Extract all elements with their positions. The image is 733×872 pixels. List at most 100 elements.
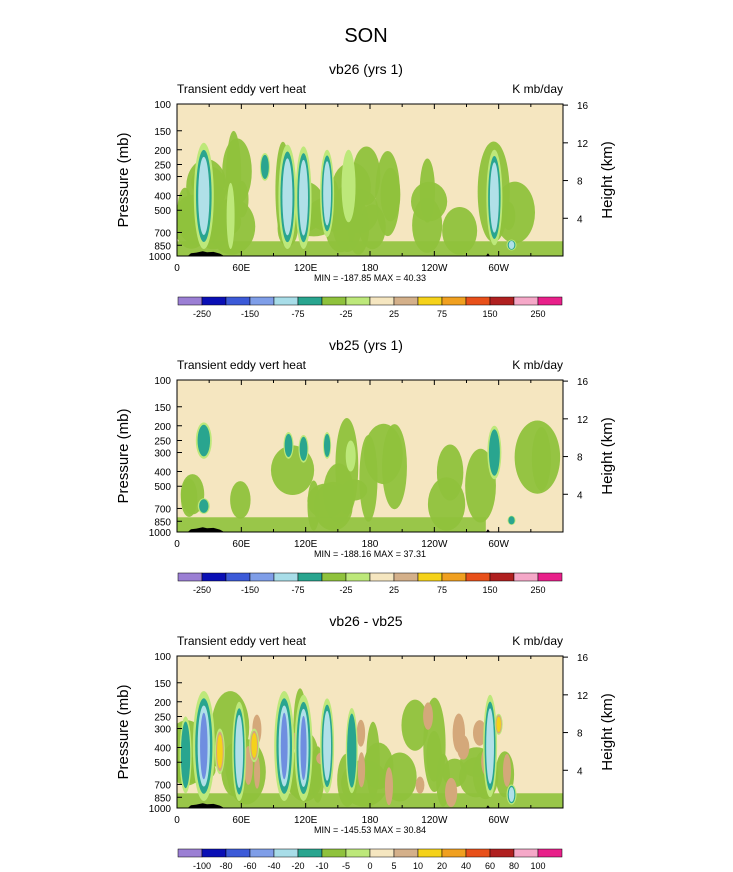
contour-fill-tan — [445, 777, 458, 808]
contour-fill-level-2 — [180, 721, 191, 789]
y-tick-label: 200 — [154, 422, 171, 433]
x-tick-label: 120E — [294, 263, 318, 274]
colorbar-label: -20 — [291, 861, 304, 871]
x-tick-label: 60E — [232, 539, 250, 550]
colorbar-label: 0 — [367, 861, 372, 871]
x-tick-label: 120W — [421, 263, 448, 274]
colorbar-label: 5 — [391, 861, 396, 871]
contour-fill-green — [359, 434, 378, 522]
contour-fill-green — [230, 481, 251, 519]
colorbar-swatch — [441, 296, 467, 306]
colorbar-label: -5 — [342, 861, 350, 871]
colorbar-swatch — [273, 572, 299, 582]
colorbar-swatch — [297, 848, 323, 858]
contour-fill-level-5 — [497, 719, 500, 730]
contour-fill-level-3 — [508, 241, 515, 250]
contour-fill-level-3 — [323, 161, 332, 226]
x-tick-label: 180 — [362, 815, 379, 826]
contour-fill-level-4 — [300, 715, 307, 781]
contour-fill-level-1 — [341, 149, 356, 223]
contour-fill-level-4 — [200, 712, 208, 780]
colorbar-label: 250 — [530, 309, 545, 319]
topography — [485, 805, 491, 808]
colorbar-label: 20 — [437, 861, 447, 871]
y-right-tick-label: 16 — [577, 101, 589, 112]
y-tick-label: 200 — [154, 146, 171, 157]
colorbar-label: -150 — [241, 585, 259, 595]
colorbar-swatch — [201, 572, 227, 582]
contour-fill-level-2 — [197, 424, 211, 457]
colorbar-label: -40 — [267, 861, 280, 871]
y-right-tick-label: 8 — [577, 729, 583, 740]
y-tick-label: 400 — [154, 192, 171, 203]
x-tick-label: 180 — [362, 539, 379, 550]
topography — [485, 253, 491, 256]
contour-fill-tan — [503, 753, 511, 787]
colorbar-swatch — [321, 296, 347, 306]
contour-fill-tan — [423, 702, 433, 730]
colorbar-swatch — [465, 572, 491, 582]
colorbar-swatch — [297, 572, 323, 582]
y-tick-label: 250 — [154, 712, 171, 723]
contour-fill-level-3 — [235, 714, 244, 788]
colorbar-swatch — [177, 848, 203, 858]
colorbar-label: -10 — [315, 861, 328, 871]
colorbar-swatch — [513, 848, 539, 858]
colorbar-swatch — [489, 572, 515, 582]
colorbar-swatch — [225, 296, 251, 306]
contour-fill-level-2 — [199, 499, 209, 513]
y-tick-label: 500 — [154, 758, 171, 769]
panel-left-label: Transient eddy vert heat — [177, 82, 307, 96]
y-tick-label: 100 — [154, 100, 171, 111]
x-tick-label: 120W — [421, 815, 448, 826]
contour-fill-tan — [356, 719, 366, 747]
colorbar-swatch — [321, 572, 347, 582]
contour-fill-level-3 — [489, 162, 499, 233]
y-tick-label: 200 — [154, 698, 171, 709]
colorbar-swatch — [369, 572, 395, 582]
y-tick-label: 100 — [154, 376, 171, 387]
y-right-tick-label: 12 — [577, 415, 589, 426]
colorbar-swatch — [273, 296, 299, 306]
colorbar-swatch — [537, 572, 563, 582]
colorbar-swatch — [489, 296, 515, 306]
panel-title: vb26 - vb25 — [329, 613, 402, 629]
stats-label: MIN = -145.53 MAX = 30.84 — [314, 825, 426, 835]
y-tick-label: 1000 — [149, 528, 172, 539]
x-tick-label: 0 — [174, 815, 180, 826]
contour-fill-level-2 — [488, 429, 500, 476]
y-right-axis-label: Height (km) — [599, 693, 616, 771]
colorbar-swatch — [369, 848, 395, 858]
colorbar-swatch — [249, 572, 275, 582]
colorbar-swatch — [537, 296, 563, 306]
x-tick-label: 0 — [174, 263, 180, 274]
y-tick-label: 700 — [154, 504, 171, 515]
stats-label: MIN = -187.85 MAX = 40.33 — [314, 273, 426, 283]
colorbar-label: 25 — [389, 309, 399, 319]
colorbar-swatch — [537, 848, 563, 858]
colorbar-swatch — [441, 572, 467, 582]
colorbar-label: -25 — [339, 309, 352, 319]
contour-fill-tan — [357, 752, 366, 788]
colorbar-swatch — [465, 296, 491, 306]
y-right-axis-label: Height (km) — [599, 417, 616, 495]
colorbar-label: 60 — [485, 861, 495, 871]
y-tick-label: 700 — [154, 228, 171, 239]
contour-fill-level-3 — [508, 787, 515, 802]
y-tick-label: 500 — [154, 206, 171, 217]
x-tick-label: 60W — [488, 263, 509, 274]
panel-right-label: K mb/day — [512, 634, 563, 648]
y-right-tick-label: 16 — [577, 377, 589, 388]
contour-fill-green — [401, 699, 429, 751]
contour-fill-level-2 — [347, 713, 357, 788]
panel-difference: vb26 - vb25 Transient eddy vert heat K mb/… — [115, 613, 616, 871]
plot-area — [177, 380, 563, 532]
x-tick-label: 60W — [488, 815, 509, 826]
colorbar-label: 100 — [530, 861, 545, 871]
y-right-tick-label: 12 — [577, 691, 589, 702]
colorbar-label: 75 — [437, 585, 447, 595]
colorbar-swatch — [393, 848, 419, 858]
y-right-tick-label: 4 — [577, 214, 583, 225]
colorbar-label: 150 — [482, 585, 497, 595]
contour-fill-tan — [472, 720, 487, 746]
